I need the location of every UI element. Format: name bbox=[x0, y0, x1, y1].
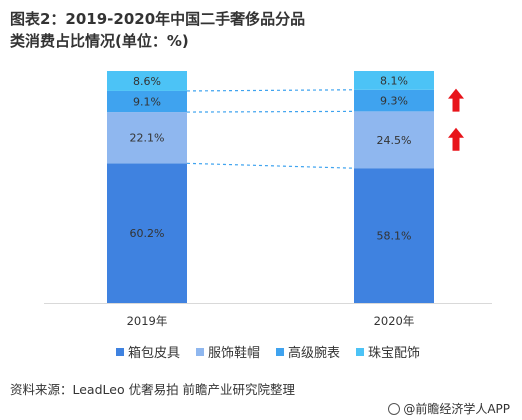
legend: 箱包皮具 服饰鞋帽 高级腕表 珠宝配饰 bbox=[116, 342, 420, 361]
legend-swatch bbox=[276, 347, 285, 356]
legend-label: 高级腕表 bbox=[288, 346, 341, 361]
bar-segment bbox=[107, 163, 187, 303]
legend-swatch bbox=[356, 347, 365, 356]
bar-segment bbox=[354, 89, 434, 112]
data-label: 22.1% bbox=[130, 132, 165, 145]
legend-label: 服饰鞋帽 bbox=[208, 346, 261, 361]
bar-segment bbox=[107, 112, 187, 164]
connector-line bbox=[186, 89, 355, 92]
x-tick-label: 2020年 bbox=[374, 314, 415, 328]
data-label: 9.3% bbox=[380, 95, 408, 108]
connector-line bbox=[186, 162, 355, 169]
data-label: 60.2% bbox=[130, 227, 165, 240]
x-tick-label: 2019年 bbox=[127, 314, 168, 328]
legend-label: 箱包皮具 bbox=[128, 346, 181, 361]
legend-item: 珠宝配饰 bbox=[356, 342, 420, 361]
legend-swatch bbox=[116, 347, 124, 356]
legend-item: 高级腕表 bbox=[276, 342, 340, 361]
data-label: 9.1% bbox=[133, 96, 161, 109]
bar-segment bbox=[354, 111, 434, 169]
data-label: 8.6% bbox=[133, 75, 161, 88]
data-label: 8.1% bbox=[380, 74, 408, 87]
data-label: 24.5% bbox=[377, 134, 412, 147]
bar-segment bbox=[354, 71, 434, 90]
brand-credit: @前瞻经济学人APP bbox=[388, 400, 510, 417]
connector-line bbox=[186, 110, 355, 113]
bar-segment bbox=[354, 168, 434, 303]
legend-label: 珠宝配饰 bbox=[368, 346, 421, 361]
brand-logo-icon bbox=[388, 402, 401, 415]
data-label: 58.1% bbox=[377, 230, 412, 243]
legend-item: 服饰鞋帽 bbox=[196, 342, 260, 361]
bar-segment bbox=[107, 71, 187, 91]
up-arrow-icon bbox=[448, 127, 464, 151]
legend-item: 箱包皮具 bbox=[116, 342, 180, 361]
legend-swatch bbox=[196, 347, 205, 356]
chart-title: 图表2：2019-2020年中国二手奢侈品分品类消费占比情况(单位：%) bbox=[10, 10, 306, 50]
up-arrow-icon bbox=[448, 88, 464, 112]
bar-segment bbox=[107, 90, 187, 113]
source-note: 资料来源：LeadLeo 优奢易拍 前瞻产业研究院整理 bbox=[10, 382, 296, 397]
brand-text: @前瞻经济学人APP bbox=[403, 402, 510, 416]
